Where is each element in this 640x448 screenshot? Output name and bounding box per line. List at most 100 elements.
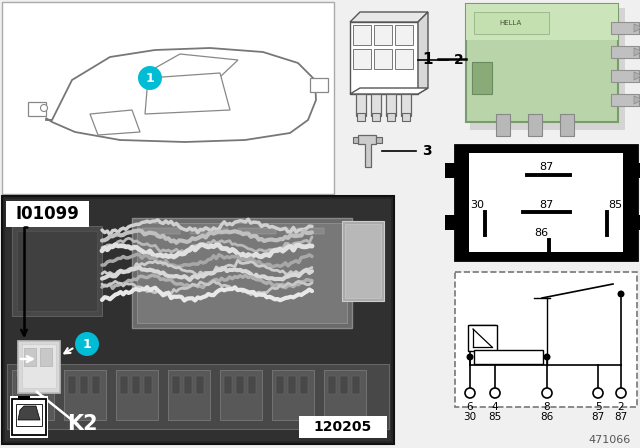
Polygon shape [634,48,640,56]
Bar [611,70,639,82]
Bar [350,22,418,94]
Bar [64,370,106,420]
Bar [472,62,492,94]
Text: 1: 1 [83,337,92,350]
Bar [401,94,411,116]
Bar [611,94,639,106]
Bar [12,399,46,435]
Bar [272,370,314,420]
Polygon shape [353,137,358,143]
Circle shape [618,290,625,297]
Text: 471066: 471066 [589,435,631,445]
Bar [288,376,296,394]
Bar [184,376,192,394]
Bar [168,370,210,420]
Circle shape [75,332,99,356]
Bar [635,163,640,178]
Text: 87: 87 [591,412,605,422]
Circle shape [40,104,47,112]
Polygon shape [46,48,316,142]
Bar [18,341,60,393]
Bar [455,272,637,407]
Bar [6,201,89,227]
Bar [137,223,347,323]
Bar [374,49,392,69]
Bar [445,163,457,178]
Bar [299,416,387,438]
Polygon shape [145,73,230,114]
Bar [238,228,276,234]
Text: I01099: I01099 [15,205,79,223]
Polygon shape [18,406,40,420]
Bar [455,145,637,260]
Bar [286,228,324,234]
Text: 30: 30 [463,412,477,422]
Text: 87: 87 [539,162,553,172]
Bar [474,350,543,364]
Text: 87: 87 [539,200,553,210]
Bar [196,376,204,394]
Bar [28,376,36,394]
Bar [402,113,410,121]
Bar [276,376,284,394]
Polygon shape [350,12,428,22]
Circle shape [542,388,552,398]
Bar [328,376,336,394]
Text: 4: 4 [492,402,499,412]
Bar [16,404,42,426]
Bar [7,364,389,429]
Bar [10,396,48,438]
Circle shape [490,388,500,398]
Text: 1: 1 [422,52,433,66]
Bar [474,12,549,34]
Bar [466,4,618,122]
Polygon shape [148,54,238,79]
Bar [142,228,180,234]
Bar [371,94,381,116]
Bar [2,196,394,444]
Bar [395,25,413,45]
Polygon shape [634,72,640,80]
Bar [40,348,52,366]
Bar [22,344,56,388]
Bar [132,218,352,328]
Text: HELLA: HELLA [500,20,522,26]
Bar [342,221,384,301]
Bar [374,25,392,45]
Circle shape [543,353,550,361]
Polygon shape [310,78,328,92]
Bar [357,113,365,121]
Bar [611,46,639,58]
Bar [92,376,100,394]
Bar [172,376,180,394]
Polygon shape [358,135,376,167]
Bar [5,199,391,441]
Bar [352,376,360,394]
Bar [40,376,48,394]
Bar [395,49,413,69]
Bar [80,376,88,394]
Bar [340,376,348,394]
Bar [611,22,639,34]
Bar [24,348,36,366]
Text: 86: 86 [540,412,554,422]
Text: 87: 87 [614,412,628,422]
Text: 2: 2 [618,402,624,412]
Bar [635,215,640,230]
Bar [68,376,76,394]
Bar [528,114,542,136]
Text: 85: 85 [488,412,502,422]
Polygon shape [350,88,428,94]
Bar [466,4,618,40]
Text: 3: 3 [422,144,431,158]
Bar [132,376,140,394]
Bar [16,376,24,394]
Bar [356,94,366,116]
Bar [144,376,152,394]
Bar [345,224,381,298]
Bar [324,370,366,420]
Bar [248,376,256,394]
Bar [18,396,30,400]
Bar [236,376,244,394]
Text: K2: K2 [67,414,97,434]
